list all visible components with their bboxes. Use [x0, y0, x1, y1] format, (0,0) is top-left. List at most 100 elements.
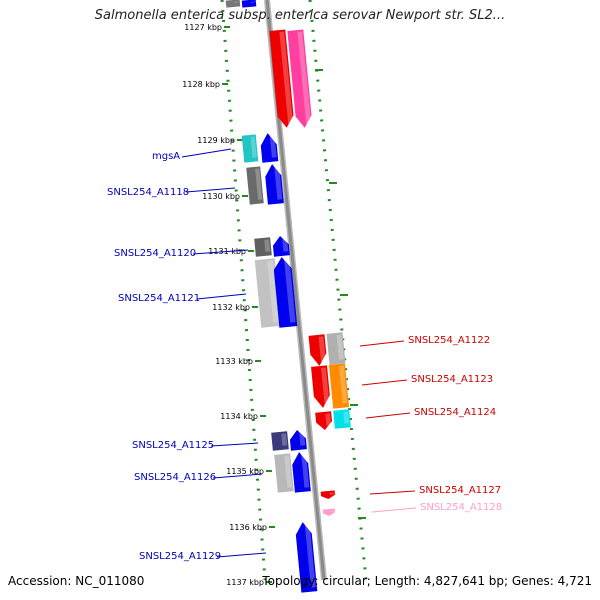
unnamed-gene-feature-body — [225, 0, 241, 8]
held-cds[interactable] — [287, 29, 312, 128]
mgsa-label[interactable]: mgsA — [152, 151, 180, 162]
snsl254-a1127-leader-line — [369, 490, 416, 495]
snsl254-a1128-label[interactable]: SNSL254_A1128 — [420, 502, 502, 513]
unnamed-gene-feature-highlight — [234, 1, 239, 3]
snsl254-a1124-feature[interactable] — [315, 411, 333, 430]
kbp-tick-label: 1137 kbp — [226, 578, 264, 587]
accession-text: Accession: NC_011080 — [8, 574, 145, 588]
snsl254-a1120-cds-highlight — [282, 237, 289, 252]
snsl254-a1121-cds-body — [273, 257, 298, 328]
snsl254-a1122-feature[interactable] — [308, 334, 328, 366]
snsl254-a1128-feature[interactable] — [322, 508, 336, 516]
unnamed-gene-feature[interactable] — [225, 0, 241, 8]
right-tick-ring — [308, 0, 368, 581]
snsl254-a1126-feature-highlight — [284, 455, 293, 488]
snsl254-a1124-cds-highlight — [343, 411, 350, 424]
snsl254-a1122-cds-body — [326, 332, 346, 365]
snsl254-a1120-cds[interactable] — [272, 235, 290, 257]
snsl254-a1127-label[interactable]: SNSL254_A1127 — [419, 485, 501, 496]
snsl254-a1122-label[interactable]: SNSL254_A1122 — [408, 335, 490, 346]
snsl254-a1123-feature-body — [311, 365, 330, 408]
unnamed-gene-cds-highlight — [250, 1, 255, 3]
snsl254-a1125-label[interactable]: SNSL254_A1125 — [132, 440, 214, 451]
snsl254-a1128-leader-line — [371, 507, 417, 513]
snsl254-a1120-label[interactable]: SNSL254_A1120 — [114, 248, 196, 259]
kbp-tick-label: 1127 kbp — [184, 23, 222, 32]
mgsa-feature-body — [241, 134, 259, 163]
snsl254-a1128-feature-highlight — [330, 510, 334, 512]
kbp-tick-label: 1130 kbp — [202, 192, 240, 201]
snsl254-a1121-label[interactable]: SNSL254_A1121 — [118, 293, 200, 304]
mgsa-feature-highlight — [250, 136, 257, 158]
snsl254-a1118-label[interactable]: SNSL254_A1118 — [107, 187, 189, 198]
unnamed-gene-cds[interactable] — [241, 0, 257, 8]
snsl254-a1120-feature[interactable] — [254, 237, 272, 257]
snsl254-a1122-leader-line — [359, 340, 405, 347]
map-title: Salmonella enterica subsp. enterica sero… — [94, 8, 506, 23]
snsl254-a1126-label[interactable]: SNSL254_A1126 — [134, 472, 216, 483]
snsl254-a1127-feature[interactable] — [320, 490, 336, 499]
snsl254-a1121-cds[interactable] — [273, 256, 298, 328]
snsl254-a1125-feature[interactable] — [271, 431, 289, 451]
snsl254-a1120-leader-line — [192, 249, 249, 255]
gene-features — [225, 0, 351, 593]
snsl254-a1125-cds[interactable] — [289, 429, 307, 451]
snsl254-a1122-cds[interactable] — [326, 332, 346, 365]
held-cds-highlight — [297, 31, 312, 124]
snsl254-a1125-cds-highlight — [299, 431, 306, 446]
held-feature[interactable] — [269, 29, 294, 128]
snsl254-a1121-leader-line — [196, 293, 247, 300]
snsl254-a1123-feature[interactable] — [311, 365, 331, 408]
kbp-tick-label: 1136 kbp — [229, 523, 267, 532]
snsl254-a1124-label[interactable]: SNSL254_A1124 — [414, 407, 496, 418]
snsl254-a1124-cds[interactable] — [333, 409, 351, 429]
mgsa-cds[interactable] — [260, 132, 279, 163]
snsl254-a1118-feature-body — [246, 166, 264, 205]
snsl254-a1123-cds-highlight — [338, 365, 348, 404]
unnamed-gene-cds-body — [241, 0, 257, 8]
snsl254-a1118-feature[interactable] — [246, 166, 264, 205]
held-feature-highlight — [279, 31, 294, 124]
kbp-tick-label: 1134 kbp — [220, 412, 258, 421]
snsl254-a1129-cds-highlight — [304, 523, 316, 588]
kbp-tick-label: 1132 kbp — [212, 303, 250, 312]
kbp-tick-label: 1128 kbp — [182, 80, 220, 89]
snsl254-a1123-leader-line — [361, 379, 408, 386]
snsl254-a1122-feature-highlight — [318, 336, 326, 362]
snsl254-a1118-cds[interactable] — [264, 163, 284, 205]
snsl254-a1124-feature-highlight — [325, 413, 332, 426]
mgsa-feature[interactable] — [241, 134, 259, 163]
snsl254-a1126-cds-highlight — [301, 453, 310, 488]
snsl254-a1123-cds[interactable] — [328, 363, 350, 409]
snsl254-a1121-cds-highlight — [283, 258, 296, 323]
dotted-tick-ring — [220, 0, 368, 581]
snsl254-a1123-feature-highlight — [321, 367, 330, 404]
held-cds-body — [287, 29, 312, 128]
snsl254-a1125-feature-body — [271, 431, 289, 451]
snsl254-a1126-leader-line — [212, 473, 263, 479]
snsl254-a1125-cds-body — [289, 430, 307, 451]
snsl254-a1124-feature-body — [315, 411, 333, 430]
mgsa-cds-body — [260, 133, 279, 163]
snsl254-a1118-cds-highlight — [274, 165, 283, 200]
snsl254-a1121-feature-highlight — [267, 260, 280, 323]
snsl254-a1123-label[interactable]: SNSL254_A1123 — [411, 374, 493, 385]
snsl254-a1122-feature-body — [308, 334, 327, 366]
snsl254-a1120-feature-body — [254, 237, 272, 257]
snsl254-a1129-cds[interactable] — [295, 521, 318, 593]
mgsa-cds-highlight — [269, 134, 277, 158]
snsl254-a1126-cds[interactable] — [291, 451, 311, 493]
snsl254-a1129-label[interactable]: SNSL254_A1129 — [139, 551, 221, 562]
kbp-tick-label: 1135 kbp — [226, 467, 264, 476]
snsl254-a1129-leader-line — [216, 552, 267, 558]
snsl254-a1127-feature-highlight — [329, 492, 334, 495]
snsl254-a1128-feature-body — [322, 508, 336, 516]
snsl254-a1125-leader-line — [210, 442, 259, 447]
snsl254-a1124-cds-body — [333, 409, 351, 429]
snsl254-a1125-feature-highlight — [281, 433, 288, 446]
snsl254-a1126-feature[interactable] — [274, 453, 294, 493]
snsl254-a1127-feature-body — [320, 490, 336, 499]
snsl254-a1126-feature-body — [274, 453, 294, 493]
genome-summary-text: Topology: circular; Length: 4,827,641 bp… — [262, 574, 592, 588]
snsl254-a1120-cds-body — [272, 236, 290, 257]
